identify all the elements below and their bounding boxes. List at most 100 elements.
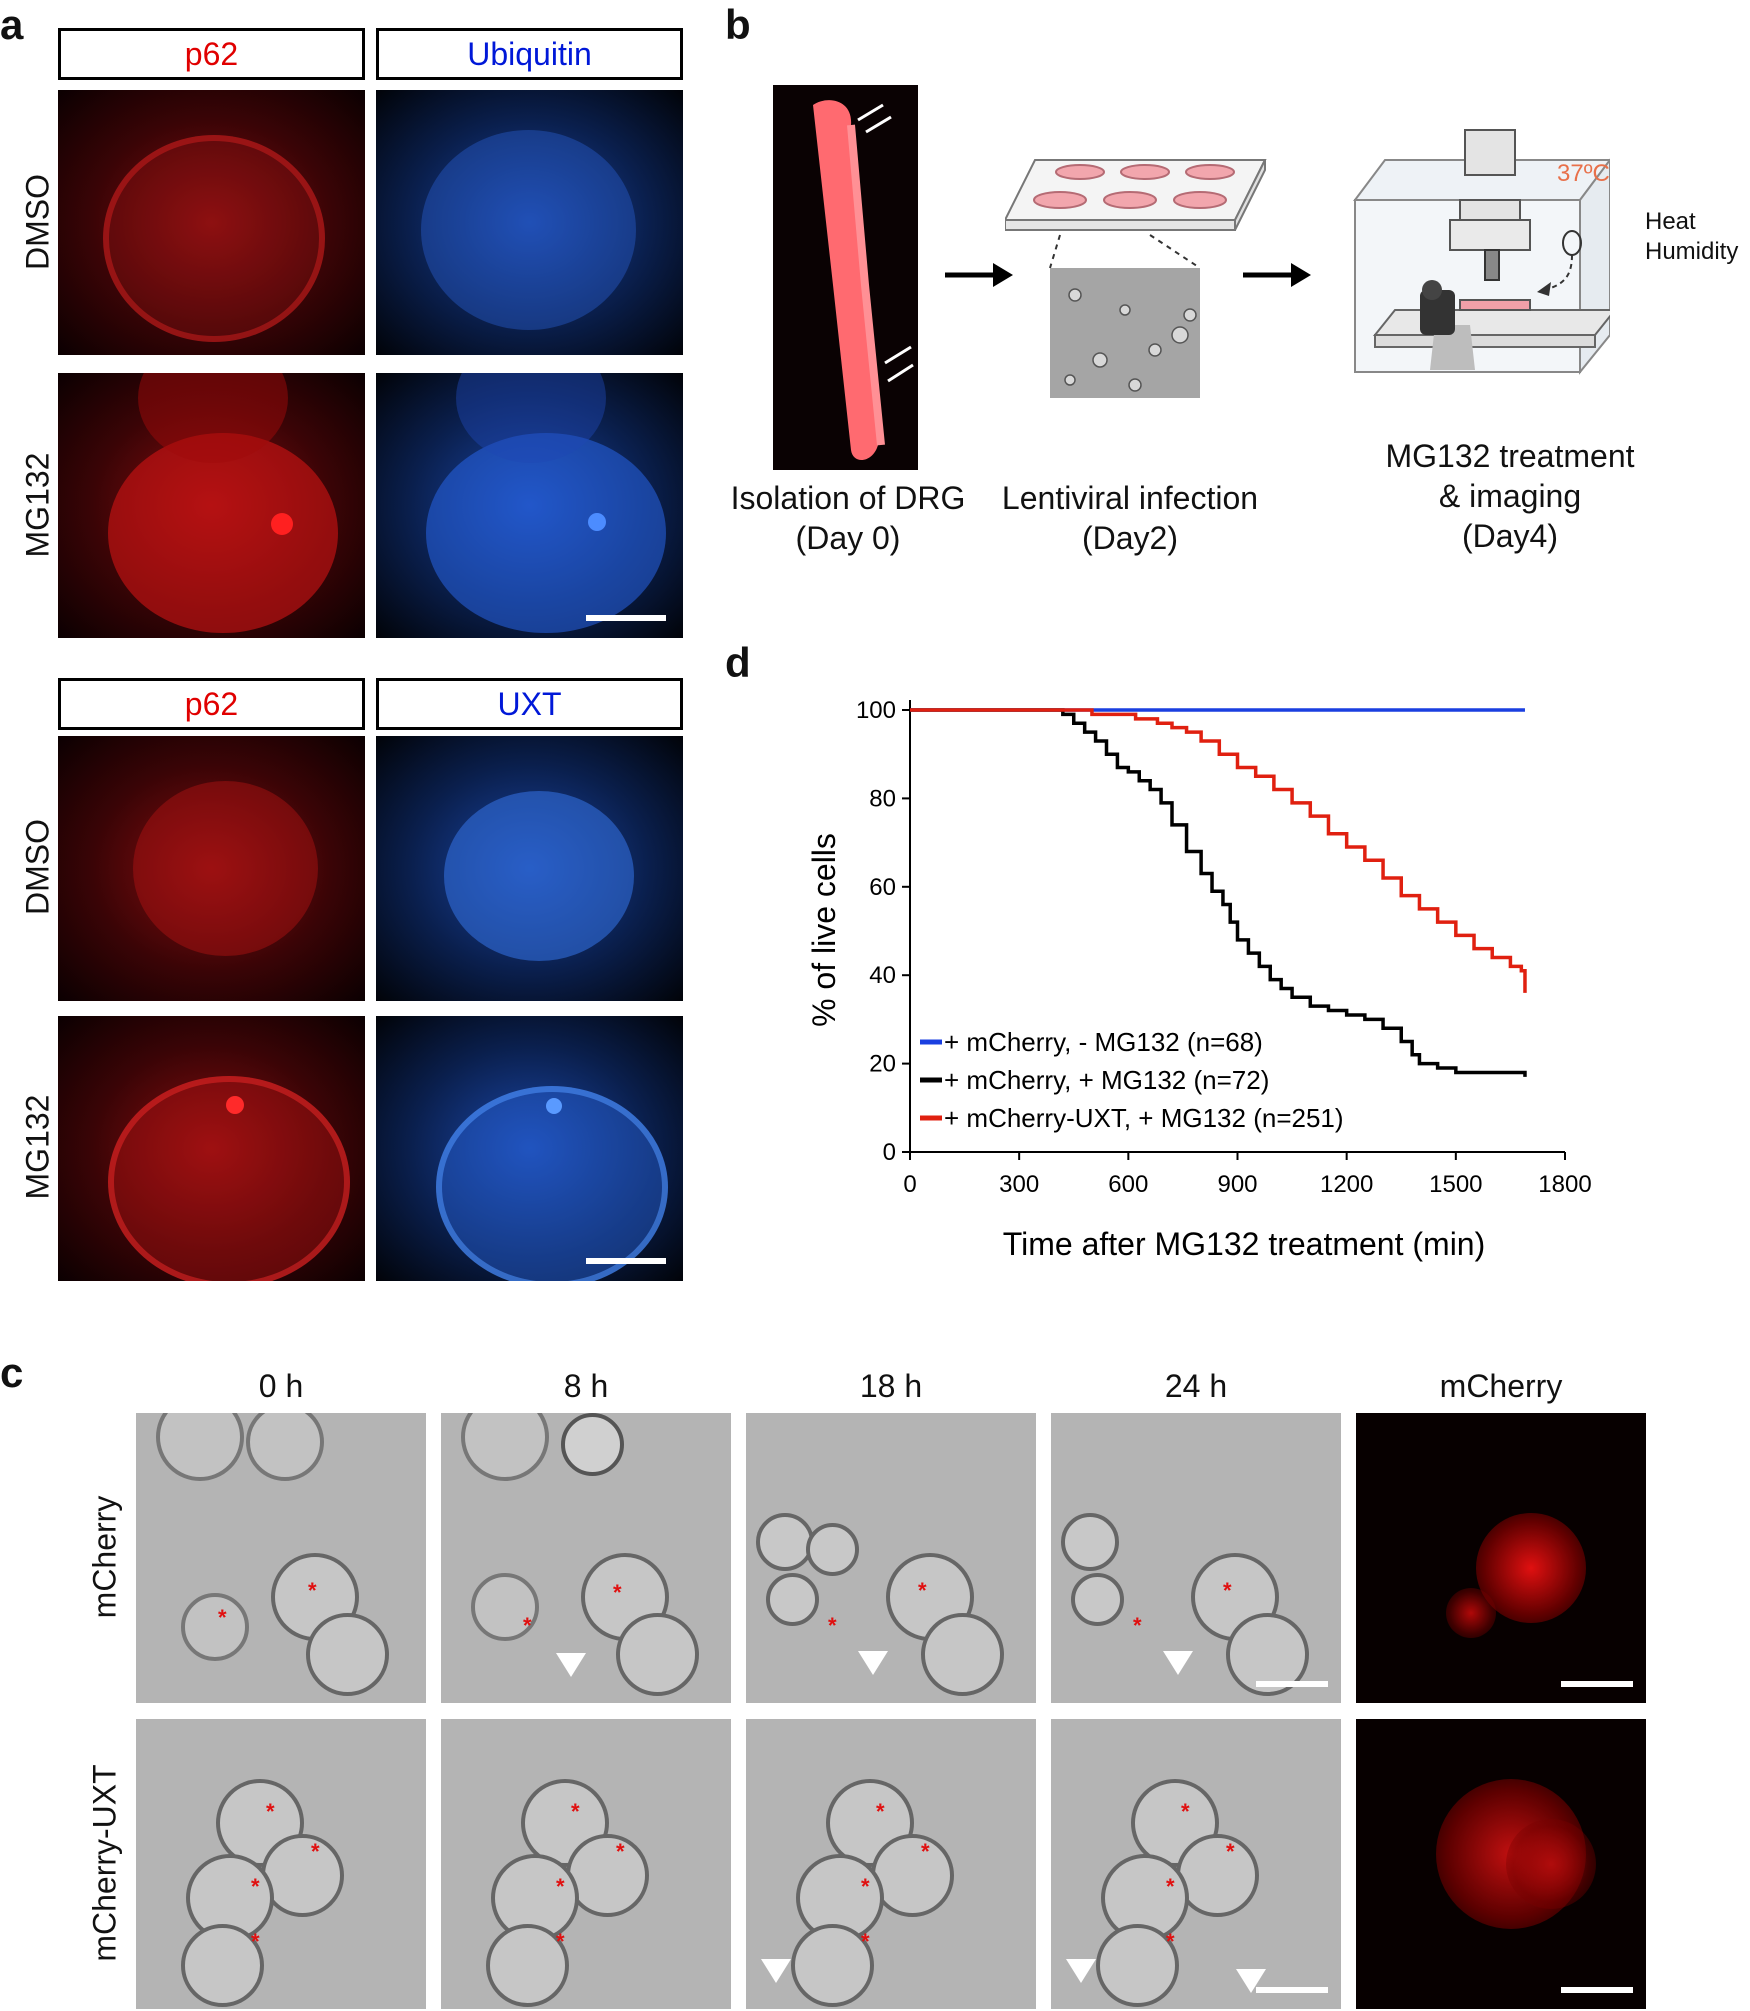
x-tick-label: 300 (999, 1171, 1039, 1198)
caption-step3-line3: (Day4) (1340, 516, 1680, 556)
cell (561, 1413, 624, 1476)
dic-mcherry-uxt-24h: * * * * (1051, 1719, 1341, 2009)
fluor-mcherry (1356, 1413, 1646, 1703)
drg-photo (773, 85, 918, 470)
cell (616, 1613, 699, 1696)
cell (103, 135, 325, 342)
scale-bar (1256, 1681, 1328, 1687)
y-tick-label: 80 (869, 785, 896, 812)
asterisk-marker: * (311, 1839, 320, 1865)
time-label-24h: 24 h (1051, 1368, 1341, 1405)
cell (1506, 1819, 1596, 1909)
scale-bar (1561, 1681, 1633, 1687)
aggregate-dot (588, 513, 606, 531)
cell (181, 1593, 249, 1661)
arrowhead-icon (761, 1959, 791, 1983)
image-p62-mg132-top (58, 373, 365, 638)
culture-plate-diagram (1005, 150, 1275, 400)
dic-mcherry-uxt-8h: * * * * (441, 1719, 731, 2009)
cell (421, 130, 636, 330)
time-label-0h: 0 h (136, 1368, 426, 1405)
image-p62-dmso-bottom (58, 736, 365, 1001)
row-label-mcherry: mCherry (87, 1496, 124, 1619)
x-tick-label: 900 (1217, 1171, 1257, 1198)
temperature-label: 37ºC (1557, 160, 1610, 188)
aggregate-dot (271, 513, 293, 535)
cell (1446, 1588, 1496, 1638)
y-tick-label: 0 (883, 1139, 896, 1166)
asterisk-marker: * (1166, 1929, 1175, 1955)
cell (756, 1513, 814, 1571)
humidity-label: Humidity (1645, 238, 1738, 266)
asterisk-marker: * (251, 1929, 260, 1955)
chart-legend: + mCherry, - MG132 (n=68) + mCherry, + MG… (920, 1027, 1344, 1133)
caption-step1: Isolation of DRG (Day 0) (718, 478, 978, 558)
x-axis-label: Time after MG132 treatment (min) (1003, 1226, 1486, 1262)
panel-label-d: d (725, 642, 751, 684)
cell (426, 433, 666, 633)
caption-step2-line1: Lentiviral infection (980, 478, 1280, 518)
heat-humidity-pointer-icon (1535, 230, 1585, 300)
dic-mcherry-24h: * * (1051, 1413, 1341, 1703)
x-tick-label: 0 (903, 1171, 916, 1198)
asterisk-marker: * (861, 1929, 870, 1955)
asterisk-marker: * (921, 1839, 930, 1865)
panel-label-b: b (725, 4, 751, 46)
image-uxt-dmso (376, 736, 683, 1001)
image-p62-mg132-bottom (58, 1016, 365, 1281)
cell (436, 1086, 668, 1281)
series-line-2 (910, 710, 1525, 1077)
asterisk-marker: * (613, 1580, 622, 1606)
cell (108, 433, 338, 633)
image-p62-dmso-top (58, 90, 365, 355)
arrow-right-icon (1243, 260, 1313, 290)
caption-step3-line1: MG132 treatment (1340, 436, 1680, 476)
row-label-mcherry-uxt: mCherry-UXT (87, 1764, 124, 1961)
cell (806, 1523, 859, 1576)
dic-mcherry-uxt-0h: * * * * (136, 1719, 426, 2009)
dic-mcherry-0h: * * (136, 1413, 426, 1703)
asterisk-marker: * (828, 1613, 837, 1639)
caption-step2-line2: (Day2) (980, 518, 1280, 558)
legend-label-1: + mCherry, - MG132 (n=68) (944, 1027, 1263, 1057)
x-tick-label: 1800 (1538, 1171, 1591, 1198)
chart-series (910, 710, 1525, 1077)
survival-chart: 0 300 600 900 1200 1500 1800 0 20 40 60 80 100 + mCh… (780, 690, 1630, 1270)
image-uxt-mg132 (376, 1016, 683, 1281)
y-tick-label: 20 (869, 1051, 896, 1078)
cell (246, 1413, 324, 1481)
cell (306, 1613, 389, 1696)
caption-step3: MG132 treatment & imaging (Day4) (1340, 436, 1680, 556)
asterisk-marker: * (556, 1929, 565, 1955)
fluor-mcherry-uxt (1356, 1719, 1646, 2009)
cell (1061, 1513, 1119, 1571)
cell (921, 1613, 1004, 1696)
y-axis-label: % of live cells (806, 833, 842, 1027)
image-ubiquitin-mg132 (376, 373, 683, 638)
row-label-dmso-bottom: DMSO (20, 819, 57, 915)
row-label-mg132-top: MG132 (20, 453, 57, 558)
drg-strand (773, 85, 918, 470)
caption-step1-line2: (Day 0) (718, 518, 978, 558)
arrowhead-icon (1066, 1959, 1096, 1983)
asterisk-marker: * (918, 1578, 927, 1604)
asterisk-marker: * (861, 1874, 870, 1900)
cell (133, 781, 318, 956)
fluor-label: mCherry (1356, 1368, 1646, 1405)
cell (156, 1413, 244, 1481)
aggregate-dot (546, 1098, 562, 1114)
scale-bar (586, 1258, 666, 1264)
arrowhead-icon (858, 1651, 888, 1675)
x-tick-label: 1500 (1429, 1171, 1482, 1198)
arrowhead-icon (1163, 1651, 1193, 1675)
header-uxt: UXT (376, 678, 683, 730)
caption-step3-line2: & imaging (1340, 476, 1680, 516)
caption-step2: Lentiviral infection (Day2) (980, 478, 1280, 558)
cell (444, 791, 634, 961)
panel-label-c: c (0, 1352, 23, 1394)
time-label-8h: 8 h (441, 1368, 731, 1405)
asterisk-marker: * (251, 1874, 260, 1900)
aggregate-dot (226, 1096, 244, 1114)
y-tick-label: 60 (869, 874, 896, 901)
cell (766, 1573, 819, 1626)
